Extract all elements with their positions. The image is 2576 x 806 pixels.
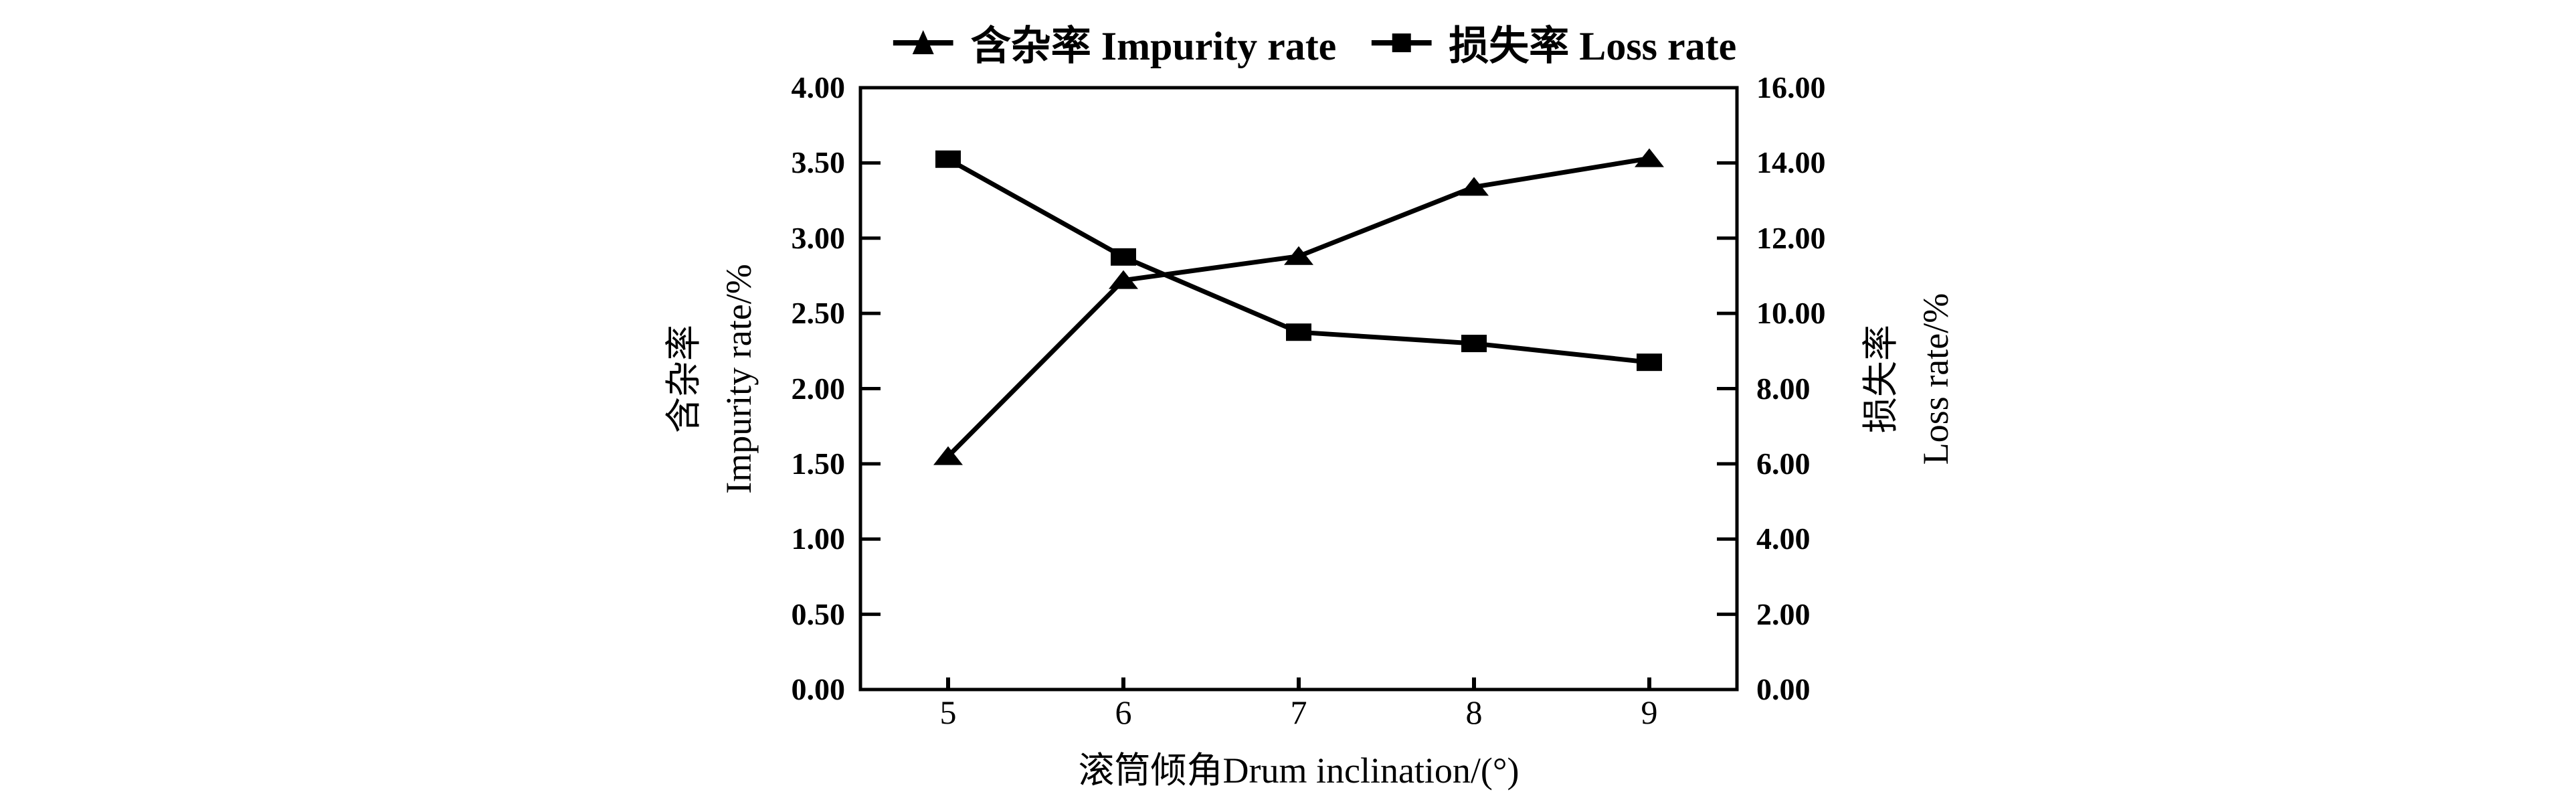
triangle-data-marker <box>1635 148 1664 167</box>
left-axis-tick-label: 2.50 <box>791 296 846 331</box>
legend-label-impurity-rate: 含杂率 Impurity rate <box>970 24 1337 68</box>
left-axis-tick-label: 1.50 <box>791 446 846 481</box>
left-axis-title-zh: 含杂率 <box>664 325 704 434</box>
legend-label-loss-rate: 损失率 Loss rate <box>1449 24 1737 68</box>
left-axis-tick-label: 0.00 <box>791 672 846 706</box>
left-axis-tick-label: 3.00 <box>791 220 846 255</box>
right-axis-title: 损失率 Loss rate/% <box>1853 293 1963 465</box>
legend-item-impurity-rate: 含杂率 Impurity rate <box>893 13 1337 72</box>
left-axis-title-en: Impurity rate/% <box>719 264 759 494</box>
legend: 含杂率 Impurity rate 损失率 Loss rate <box>893 13 1736 72</box>
left-axis-tick-label: 2.00 <box>791 371 846 406</box>
left-axis-title: 含杂率 Impurity rate/% <box>656 264 766 493</box>
triangle-data-marker <box>1109 270 1138 289</box>
left-axis-tick-label: 0.50 <box>791 596 846 631</box>
plot-frame <box>858 86 1739 692</box>
right-axis-tick-label: 0.00 <box>1756 672 1811 706</box>
x-axis-tick-label: 7 <box>1290 694 1307 731</box>
right-axis-tick-label: 14.00 <box>1756 145 1826 180</box>
legend-item-loss-rate: 损失率 Loss rate <box>1371 13 1736 72</box>
right-axis-tick-label: 10.00 <box>1756 296 1826 331</box>
x-axis-tick-label: 8 <box>1465 694 1483 731</box>
right-axis-tick-label: 2.00 <box>1756 596 1811 631</box>
right-axis-tick-label: 16.00 <box>1756 70 1826 104</box>
square-data-marker <box>1286 323 1311 341</box>
right-axis-tick-label: 8.00 <box>1756 371 1811 406</box>
triangle-data-marker <box>933 446 963 465</box>
square-data-marker <box>1111 248 1136 266</box>
left-axis-tick-label: 1.00 <box>791 521 846 556</box>
right-axis-title-en: Loss rate/% <box>1916 293 1956 465</box>
legend-triangle-marker-icon <box>893 29 953 54</box>
triangle-data-marker <box>1284 246 1313 265</box>
right-axis-title-zh: 损失率 <box>1861 325 1901 434</box>
right-axis-tick-label: 4.00 <box>1756 521 1811 556</box>
legend-square-marker-icon <box>1371 33 1432 52</box>
x-axis-tick-label: 5 <box>939 694 957 731</box>
square-data-marker <box>935 150 961 168</box>
right-axis-tick-label: 12.00 <box>1756 220 1826 255</box>
right-axis-tick-label: 6.00 <box>1756 446 1811 481</box>
square-data-marker <box>1461 335 1487 353</box>
left-axis-tick-label: 3.50 <box>791 145 846 180</box>
square-data-marker <box>1637 353 1662 372</box>
impurity-rate-series-line <box>946 156 1650 459</box>
x-axis-tick-label: 6 <box>1115 694 1132 731</box>
triangle-data-marker <box>1459 177 1489 196</box>
left-axis-tick-label: 4.00 <box>791 70 846 104</box>
x-axis-tick-label: 9 <box>1641 694 1658 731</box>
x-axis-title: 滚筒倾角Drum inclination/(°) <box>1078 750 1520 791</box>
